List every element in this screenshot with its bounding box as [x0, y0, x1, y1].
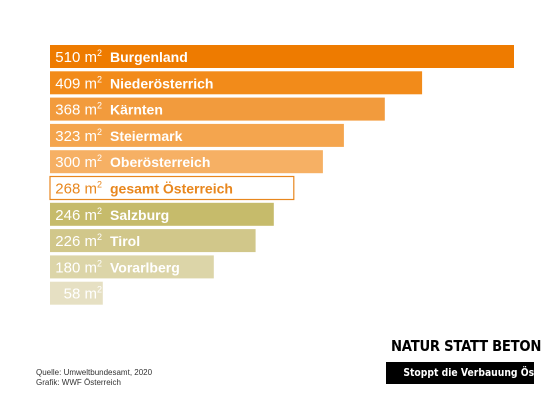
bar-value-label: 226 m2 [55, 232, 102, 250]
bar-category-label: gesamt Österreich [110, 181, 233, 197]
bar-group: 246 m2 Salzburg [50, 202, 274, 226]
bar-group: 300 m2 Oberösterreich [50, 150, 323, 174]
bar-chart: 510 m2 Burgenland 409 m2 Niederösterrich 368… [49, 45, 514, 305]
bar [50, 255, 214, 279]
source-credit: Quelle: Umweltbundesamt, 2020 [36, 368, 153, 377]
bar-group: 268 m2 gesamt Österreich [49, 175, 295, 201]
campaign-slogan-banner: Stoppt die Verbauung Österreichs! [386, 362, 534, 384]
bar-value-label: 409 m2 [55, 74, 102, 92]
bar-category-label: Niederösterrich [110, 75, 213, 91]
bar-category-label: Salzburg [110, 207, 169, 223]
bar-value-label: 58 m2 [64, 285, 102, 303]
bar [50, 150, 323, 174]
bar [50, 281, 103, 305]
bar [50, 202, 274, 226]
bar [50, 229, 256, 253]
bar-group: 368 m2 Kärnten [50, 97, 385, 121]
bar-value-label: 268 m2 [55, 180, 102, 198]
bar-value-label: 510 m2 [55, 48, 102, 66]
bar-value-label: 300 m2 [55, 153, 102, 171]
bar-value-label: 368 m2 [55, 101, 102, 119]
bar [50, 97, 385, 121]
bar [50, 123, 344, 147]
bar-group: 323 m2 Steiermark [50, 123, 344, 147]
bar-category-label: Burgenland [110, 49, 188, 65]
bar [50, 45, 514, 68]
bar-group: 510 m2 Burgenland [50, 45, 514, 68]
bar [49, 175, 295, 201]
bar-category-label: Vorarlberg [110, 259, 180, 275]
campaign-slogan: Stoppt die Verbauung Österreichs! [403, 366, 534, 379]
bar-value-label: 323 m2 [55, 127, 102, 145]
bar-category-label: Tirol [110, 233, 140, 249]
bar-group: 180 m2 Vorarlberg [50, 255, 214, 279]
bar [50, 71, 423, 95]
bar-group: 226 m2 Tirol [50, 229, 256, 253]
bar-category-label: Wien [110, 286, 143, 302]
bar-value-label: 246 m2 [55, 206, 102, 224]
bar-value-label: 180 m2 [55, 258, 102, 276]
bar-group: 58 m2 Wien [50, 281, 143, 305]
bar-category-label: Kärnten [110, 102, 163, 118]
bar-group: 409 m2 Niederösterrich [50, 71, 423, 95]
bar-category-label: Steiermark [110, 128, 183, 144]
campaign-title: NATUR STATT BETON [391, 337, 542, 355]
graphic-credit: Grafik: WWF Österreich [36, 378, 121, 387]
bar-category-label: Oberösterreich [110, 154, 210, 170]
